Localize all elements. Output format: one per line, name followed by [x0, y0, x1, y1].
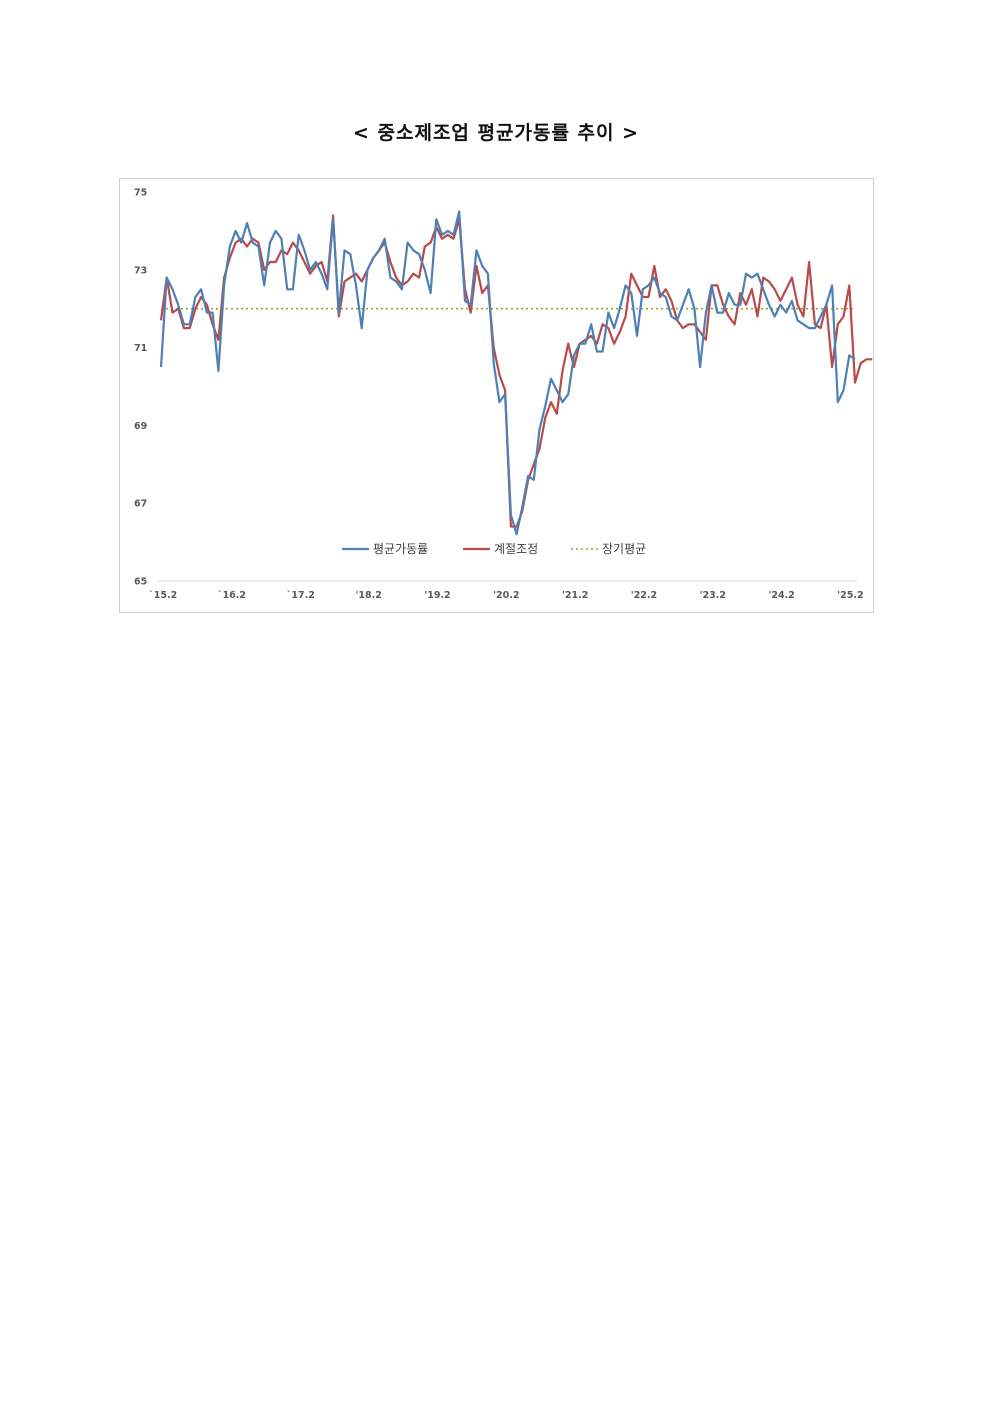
y-tick-label: 73 [134, 265, 147, 276]
x-tick-label: '19.2 [424, 590, 450, 601]
y-tick-label: 69 [134, 421, 147, 432]
x-tick-label: '18.2 [355, 590, 381, 601]
x-tick-label: '21.2 [562, 590, 588, 601]
x-tick-label: '23.2 [700, 590, 726, 601]
x-tick-label: '24.2 [768, 590, 794, 601]
x-tick-label: `17.2 [287, 590, 315, 601]
y-tick-label: 65 [134, 577, 147, 588]
seasonally-adjusted-line [159, 214, 873, 528]
average-utilization-line [159, 210, 856, 536]
legend-seasonally-adjusted-label: 계절조정 [494, 542, 538, 556]
chart-area: 75 73 71 69 67 65 `15.2 `16.2 `17.2 '18.2 '19.2 '20… [119, 178, 874, 613]
x-tick-label: '20.2 [493, 590, 519, 601]
y-tick-label: 67 [134, 499, 147, 510]
page-title: < 중소제조업 평균가동률 추이 > [352, 122, 640, 144]
x-tick-label: `15.2 [149, 590, 177, 601]
y-tick-label: 71 [134, 343, 147, 354]
y-tick-label: 75 [134, 188, 147, 199]
x-tick-label: '22.2 [631, 590, 657, 601]
x-tick-label: '25.2 [837, 590, 863, 601]
line-chart: 75 73 71 69 67 65`15.2 `16.2 `17.2 '18.2 '19.2 '20… [134, 188, 873, 601]
x-tick-label: `16.2 [218, 590, 246, 601]
legend-average-utilization-label: 평균가동률 [373, 542, 428, 556]
legend-long-term-average-label: 장기평균 [602, 542, 646, 556]
